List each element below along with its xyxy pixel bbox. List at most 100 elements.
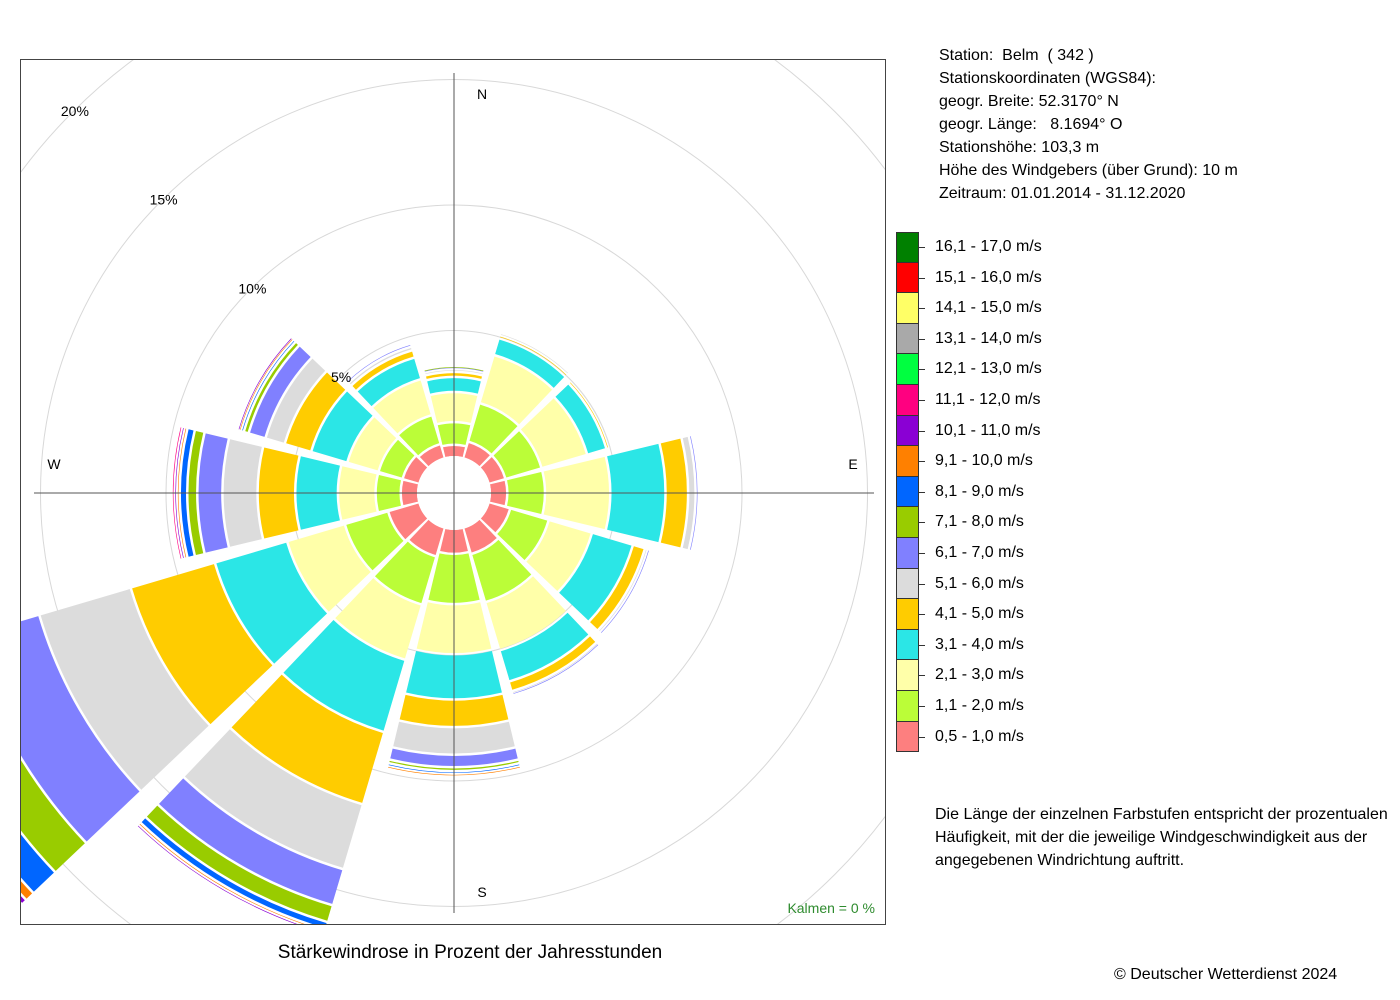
legend-swatch	[896, 323, 919, 355]
sector-band	[283, 619, 405, 731]
sector-band	[40, 589, 209, 790]
legend-tick	[919, 583, 925, 585]
legend-swatch	[896, 415, 919, 447]
legend-label: 15,1 - 16,0 m/s	[935, 268, 1042, 286]
sector-band	[555, 384, 605, 454]
compass-label: S	[477, 884, 486, 900]
sector-band	[346, 512, 404, 571]
legend-swatch	[896, 384, 919, 416]
legend-swatch	[896, 721, 919, 753]
sector-band	[231, 674, 383, 803]
sector-30	[464, 334, 568, 467]
sector-band	[495, 339, 565, 388]
legend-note: Die Länge der einzelnen Farbstufen entsp…	[935, 803, 1388, 872]
sector-band	[172, 427, 182, 559]
sector-0	[424, 367, 484, 458]
legend-label: 8,1 - 9,0 m/s	[935, 482, 1024, 500]
sector-band	[480, 457, 504, 483]
legend-swatch	[896, 568, 919, 600]
sector-band	[389, 760, 519, 770]
legend-label: 7,1 - 8,0 m/s	[935, 513, 1024, 531]
sector-band	[352, 351, 414, 390]
legend-swatch	[896, 354, 919, 385]
legend-label: 5,1 - 6,0 m/s	[935, 574, 1024, 592]
legend-swatch	[896, 476, 919, 508]
sector-band	[266, 358, 326, 443]
legend-tick	[919, 369, 925, 371]
sector-band	[500, 612, 589, 681]
legend-tick	[919, 247, 925, 248]
station-info-line: Station: Belm ( 342 )	[939, 47, 1094, 64]
rose-sectors	[21, 334, 698, 924]
sector-330	[347, 345, 444, 467]
sector-band	[690, 436, 698, 550]
legend-swatch	[896, 690, 919, 722]
sector-band	[497, 509, 548, 560]
sector-band	[486, 576, 566, 649]
legend-label: 16,1 - 17,0 m/s	[935, 238, 1042, 255]
sector-band	[21, 896, 25, 903]
legend-tick	[919, 522, 925, 524]
sector-210	[137, 519, 444, 924]
station-info-line: Zeitraum: 01.01.2014 - 31.12.2020	[939, 185, 1186, 202]
legend-tick	[919, 675, 925, 677]
station-info-line: Stationskoordinaten (WGS84):	[939, 70, 1156, 87]
sector-band	[480, 356, 553, 425]
sector-band	[159, 778, 343, 904]
copyright: © Deutscher Wetterdienst 2024	[1114, 966, 1338, 983]
legend-swatch	[896, 660, 919, 691]
sector-band	[132, 564, 273, 725]
sector-band	[425, 370, 483, 375]
compass-label: N	[477, 86, 487, 102]
legend-tick	[919, 399, 925, 401]
legend-tick	[919, 308, 925, 310]
legend-tick	[919, 277, 925, 279]
sector-band	[181, 429, 194, 557]
legend-swatch	[896, 599, 919, 630]
sector-band	[286, 372, 346, 451]
sector-band	[380, 439, 415, 478]
sector-band	[590, 546, 644, 630]
sector-300	[238, 338, 428, 483]
station-info-line: geogr. Breite: 52.3170° N	[939, 93, 1119, 110]
sector-band	[250, 346, 311, 437]
legend-label: 2,1 - 3,0 m/s	[935, 666, 1024, 684]
legend-swatch	[896, 262, 919, 294]
station-info: Station: Belm ( 342 ) Stationskoordinaten…	[939, 44, 1238, 205]
sector-band	[559, 534, 632, 621]
compass-axes	[34, 73, 874, 913]
wind-rose-chart: N E S W 5% 10% 15% 20%	[21, 60, 885, 924]
sector-band	[520, 398, 586, 467]
legend-swatch	[896, 629, 919, 661]
sector-band	[424, 367, 484, 372]
legend-label: 6,1 - 7,0 m/s	[935, 543, 1024, 561]
legend-tick	[919, 461, 925, 463]
sector-band	[177, 428, 187, 558]
sector-120	[480, 503, 649, 633]
legend-swatch	[896, 232, 919, 263]
sector-band	[146, 805, 332, 921]
legend-tick	[919, 338, 925, 340]
legend-label: 3,1 - 4,0 m/s	[935, 635, 1024, 653]
legend-swatch	[896, 507, 919, 538]
station-info-line: Höhe des Windgebers (über Grund): 10 m	[939, 162, 1238, 179]
station-info-line: Stationshöhe: 103,3 m	[939, 139, 1100, 156]
legend-swatch	[896, 293, 919, 324]
sector-band	[388, 764, 520, 773]
sector-band	[464, 519, 497, 553]
sector-band	[335, 578, 421, 659]
sector-band	[21, 616, 140, 842]
sector-band	[409, 519, 444, 555]
sector-band	[464, 443, 490, 467]
sector-band	[184, 729, 362, 868]
sector-band	[348, 417, 397, 471]
sector-band	[388, 766, 520, 776]
sector-band	[21, 834, 54, 892]
note-line: Häufigkeit, mit der die jeweilige Windge…	[935, 829, 1368, 846]
sector-90	[489, 436, 698, 550]
sector-band	[21, 881, 33, 899]
radial-label: 5%	[331, 369, 351, 385]
plot-frame: N E S W 5% 10% 15% 20% Kalmen = 0 %	[20, 59, 886, 925]
legend-label: 4,1 - 5,0 m/s	[935, 605, 1024, 623]
sector-band	[399, 416, 440, 456]
